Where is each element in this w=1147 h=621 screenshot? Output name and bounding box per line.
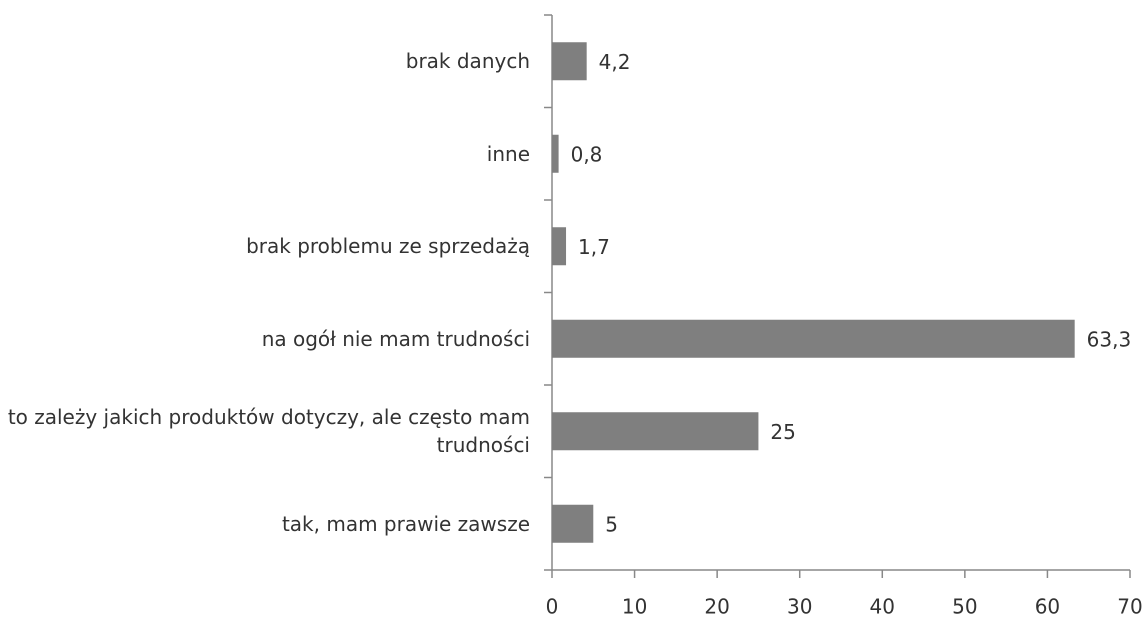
y-tick-label: tak, mam prawie zawsze	[281, 511, 530, 536]
y-tick-label: brak problemu ze sprzedażą	[246, 234, 530, 259]
y-tick-label: brak danych	[405, 49, 530, 74]
y-tick-label: na ogół nie mam trudności	[261, 326, 530, 351]
data-label: 25	[770, 420, 795, 444]
x-tick-label: 0	[546, 595, 559, 619]
x-tick-label: 10	[622, 595, 647, 619]
x-tick-label: 40	[870, 595, 895, 619]
x-tick-label: 60	[1035, 595, 1060, 619]
bar	[552, 42, 587, 81]
data-label: 0,8	[571, 142, 603, 166]
bar	[552, 134, 559, 173]
data-label: 63,3	[1087, 327, 1132, 351]
bar	[552, 412, 759, 451]
x-tick-label: 50	[952, 595, 977, 619]
data-label: 5	[605, 512, 618, 536]
x-tick-label: 70	[1117, 595, 1142, 619]
bar	[552, 227, 567, 266]
bar	[552, 504, 594, 543]
y-tick-label: to zależy jakich produktów dotyczy, ale …	[7, 405, 530, 458]
y-tick-label: inne	[486, 141, 530, 166]
data-label: 1,7	[578, 235, 610, 259]
bar	[552, 319, 1075, 358]
x-tick-label: 30	[787, 595, 812, 619]
x-tick-label: 20	[704, 595, 729, 619]
data-label: 4,2	[599, 50, 631, 74]
